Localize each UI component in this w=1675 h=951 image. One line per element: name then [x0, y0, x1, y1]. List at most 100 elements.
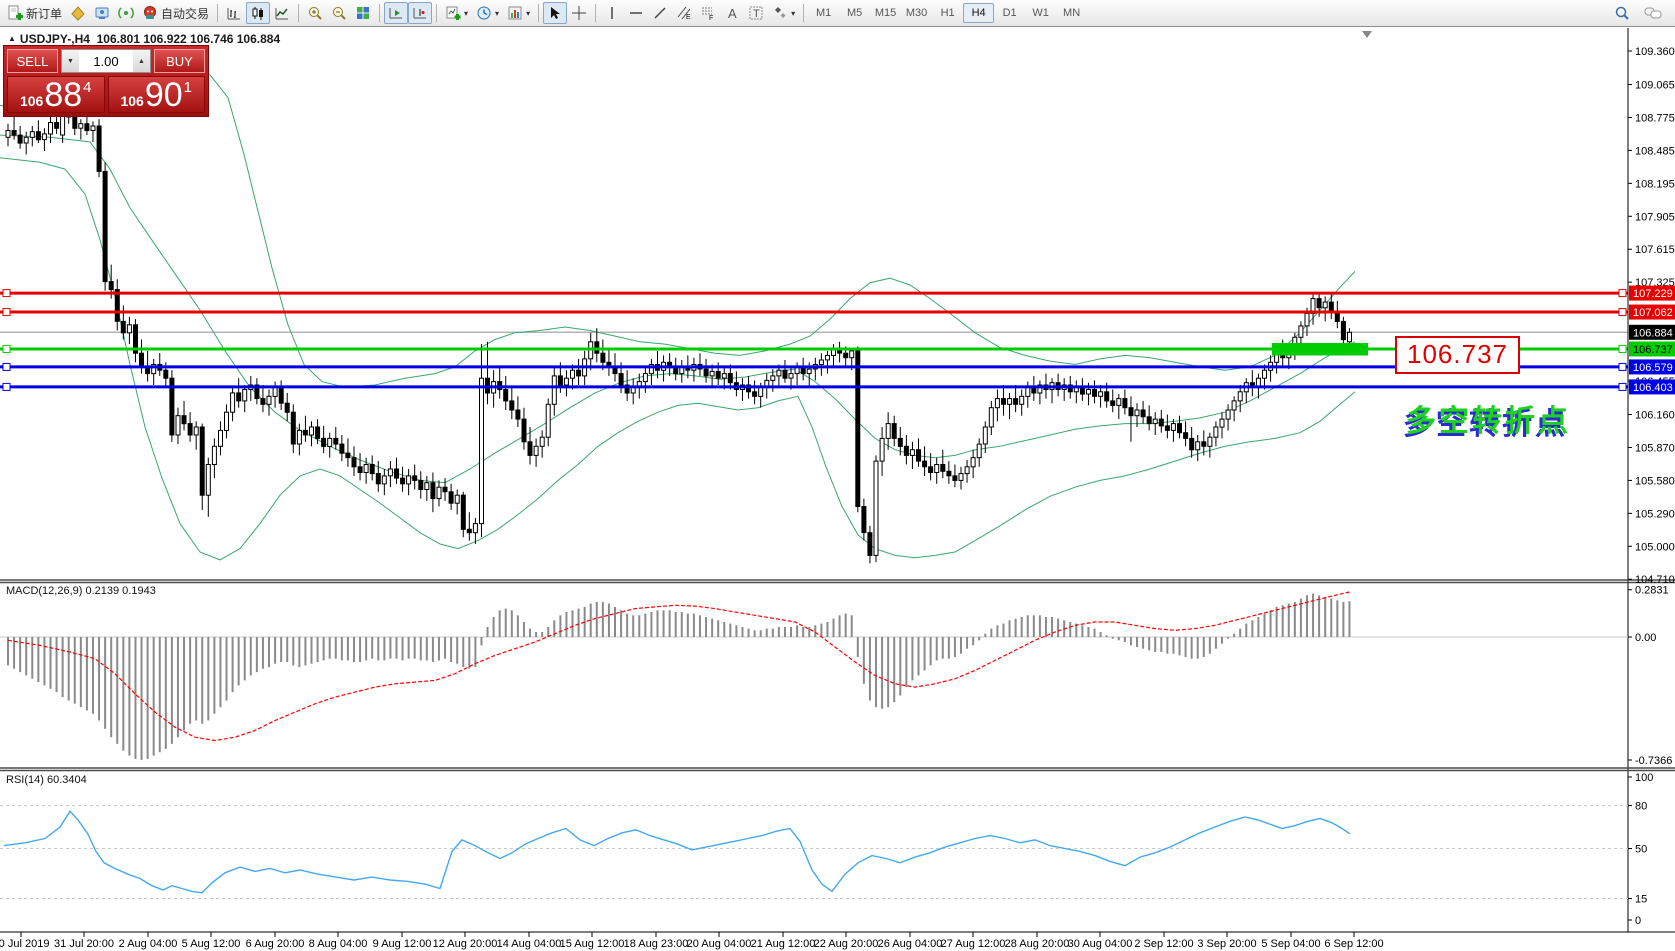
text-icon: A: [724, 5, 740, 21]
svg-text:107.062: 107.062: [1633, 307, 1673, 319]
svg-text:A: A: [728, 6, 737, 21]
trendline-button[interactable]: [648, 2, 672, 24]
svg-text:0.00: 0.00: [1635, 632, 1656, 644]
svg-text:109.360: 109.360: [1635, 46, 1675, 58]
svg-text:106.884: 106.884: [1633, 327, 1673, 339]
buy-button[interactable]: BUY: [154, 49, 205, 73]
svg-text:15 Aug 12:00: 15 Aug 12:00: [560, 938, 625, 950]
svg-text:3 Sep 20:00: 3 Sep 20:00: [1197, 938, 1256, 950]
text-label-icon: T: [748, 5, 764, 21]
svg-text:2 Sep 12:00: 2 Sep 12:00: [1134, 938, 1193, 950]
period-dropdown[interactable]: ▾: [472, 2, 503, 24]
sell-price-sup: 4: [83, 79, 92, 96]
support-price-label[interactable]: 106.737: [1395, 336, 1520, 374]
svg-text:50: 50: [1635, 844, 1647, 856]
line-chart-icon: [274, 5, 290, 21]
svg-text:109.065: 109.065: [1635, 80, 1675, 92]
fibonacci-button[interactable]: F: [696, 2, 720, 24]
svg-text:108.775: 108.775: [1635, 112, 1675, 124]
timeframe-h1[interactable]: H1: [940, 7, 955, 19]
bar-chart-button[interactable]: [222, 2, 246, 24]
chart-canvas[interactable]: 109.360 109.065 108.775 108.485 108.195 107.9…: [0, 28, 1675, 951]
collapse-arrow-icon[interactable]: ▲: [8, 34, 16, 43]
rsi-indicator-label: RSI(14) 60.3404: [6, 774, 87, 786]
svg-text:106.737: 106.737: [1633, 344, 1673, 356]
timeframe-m30[interactable]: M30: [905, 7, 928, 19]
svg-text:2 Aug 04:00: 2 Aug 04:00: [119, 938, 178, 950]
sell-price-button[interactable]: 106 88 4: [7, 76, 105, 113]
svg-text:T: T: [753, 8, 760, 20]
dropdown-arrow-icon: ▾: [526, 8, 531, 18]
autotrading-label: 自动交易: [161, 6, 210, 21]
timeframe-m1[interactable]: M1: [815, 7, 832, 19]
new-order-button[interactable]: 新订单: [3, 2, 66, 24]
autotrading-button[interactable]: 自动交易: [138, 2, 213, 24]
profiles-button[interactable]: [66, 2, 90, 24]
volume-down-button[interactable]: ▼: [62, 50, 79, 72]
turning-point-annotation[interactable]: 多空转折点: [1406, 405, 1571, 438]
timeframe-h4[interactable]: H4: [963, 3, 995, 23]
timeframe-w1[interactable]: W1: [1032, 7, 1049, 19]
horizontal-line-button[interactable]: [624, 2, 648, 24]
signals-button[interactable]: [114, 2, 138, 24]
svg-text:108.485: 108.485: [1635, 145, 1675, 157]
chart-shift-button[interactable]: [408, 2, 433, 24]
svg-text:15: 15: [1635, 894, 1647, 906]
chat-icon[interactable]: [1640, 2, 1666, 24]
timeframe-m5[interactable]: M5: [846, 7, 863, 19]
bar-chart-icon: [226, 5, 242, 21]
fibonacci-icon: F: [700, 5, 716, 21]
market-watch-icon: [94, 5, 110, 21]
text-button[interactable]: A: [720, 2, 744, 24]
crosshair-button[interactable]: [567, 2, 591, 24]
candlestick-button[interactable]: [246, 2, 271, 24]
auto-scroll-button[interactable]: [384, 2, 409, 24]
toolbar-separator: [217, 4, 219, 22]
buy-price-button[interactable]: 106 90 1: [107, 75, 205, 114]
timeframe-mn[interactable]: MN: [1063, 7, 1081, 19]
timeframe-d1[interactable]: D1: [1002, 7, 1017, 19]
cursor-button[interactable]: [543, 2, 568, 24]
search-icon[interactable]: [1610, 2, 1634, 24]
svg-text:105.580: 105.580: [1635, 475, 1675, 487]
text-label-button[interactable]: T: [744, 2, 768, 24]
volume-up-button[interactable]: ▲: [133, 50, 150, 72]
sell-button[interactable]: SELL: [7, 49, 58, 73]
crosshair-icon: [571, 5, 587, 21]
svg-text:106.160: 106.160: [1635, 410, 1675, 422]
zoom-out-button[interactable]: [327, 2, 351, 24]
buy-price-big: 90: [144, 75, 183, 114]
tile-windows-icon: [355, 5, 371, 21]
svg-text:20 Aug 04:00: 20 Aug 04:00: [687, 938, 752, 950]
toolbar-separator: [436, 4, 438, 22]
svg-text:14 Aug 04:00: 14 Aug 04:00: [497, 938, 562, 950]
equidistant-channel-button[interactable]: E: [672, 2, 696, 24]
svg-text:26 Aug 04:00: 26 Aug 04:00: [878, 938, 943, 950]
svg-text:18 Aug 23:00: 18 Aug 23:00: [624, 938, 689, 950]
market-watch-button[interactable]: [90, 2, 114, 24]
zoom-in-button[interactable]: [303, 2, 327, 24]
vertical-line-button[interactable]: [600, 2, 624, 24]
indicators-icon: [507, 5, 523, 21]
new-chart-dropdown[interactable]: ▾: [441, 2, 472, 24]
line-chart-button[interactable]: [270, 2, 294, 24]
svg-text:80: 80: [1635, 801, 1647, 813]
arrows-dropdown[interactable]: ▾: [768, 2, 799, 24]
arrows-icon: [772, 5, 788, 21]
timeframe-m15[interactable]: M15: [874, 7, 897, 19]
svg-text:105.290: 105.290: [1635, 508, 1675, 520]
svg-text:106.403: 106.403: [1633, 382, 1673, 394]
new-order-label: 新订单: [26, 6, 63, 21]
svg-text:9 Aug 12:00: 9 Aug 12:00: [373, 938, 432, 950]
svg-text:5 Sep 04:00: 5 Sep 04:00: [1261, 938, 1320, 950]
one-click-trade-panel: SELL ▼ ▲ BUY 106 88 4 106 90 1: [3, 45, 209, 117]
svg-text:107.615: 107.615: [1635, 244, 1675, 256]
dropdown-arrow-icon: ▾: [791, 8, 796, 18]
svg-text:30 Jul 2019: 30 Jul 2019: [0, 938, 49, 950]
svg-text:31 Jul 20:00: 31 Jul 20:00: [54, 938, 114, 950]
indicators-dropdown[interactable]: ▾: [503, 2, 534, 24]
volume-input[interactable]: [79, 50, 133, 72]
clock-icon: [476, 5, 492, 21]
tile-windows-button[interactable]: [351, 2, 375, 24]
svg-text:104.710: 104.710: [1635, 574, 1675, 586]
